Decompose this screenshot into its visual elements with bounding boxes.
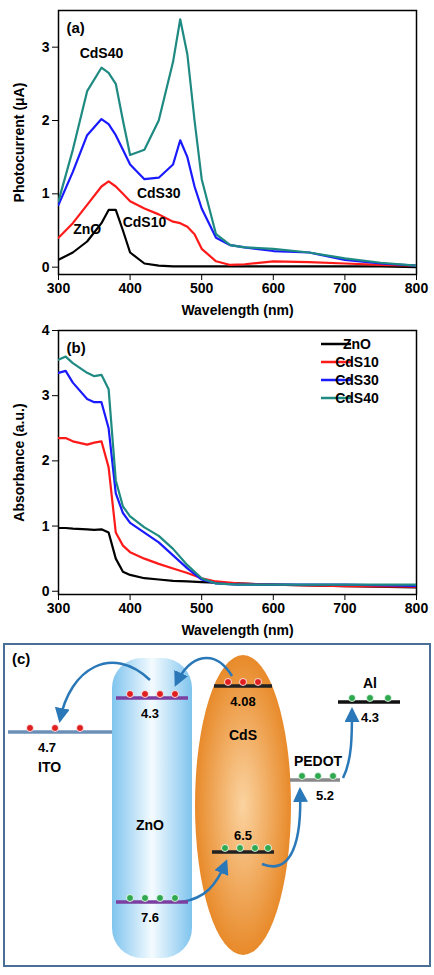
- svg-text:1: 1: [42, 185, 50, 201]
- svg-text:ZnO: ZnO: [343, 336, 371, 352]
- svg-text:800: 800: [405, 280, 429, 296]
- svg-text:4.08: 4.08: [230, 694, 255, 709]
- svg-text:4.3: 4.3: [141, 706, 159, 721]
- svg-text:CdS30: CdS30: [335, 372, 379, 388]
- svg-text:Photocurrent (μA): Photocurrent (μA): [11, 83, 27, 203]
- svg-text:Absorbance (a.u.): Absorbance (a.u.): [11, 403, 27, 521]
- svg-text:300: 300: [47, 280, 71, 296]
- svg-text:3: 3: [42, 39, 50, 55]
- svg-text:4.3: 4.3: [361, 710, 379, 725]
- svg-text:2: 2: [42, 112, 50, 128]
- svg-text:0: 0: [42, 583, 50, 599]
- svg-text:600: 600: [262, 600, 286, 616]
- svg-text:6.5: 6.5: [234, 828, 252, 843]
- svg-text:Al: Al: [363, 675, 377, 691]
- svg-text:500: 500: [190, 280, 214, 296]
- svg-text:700: 700: [333, 600, 357, 616]
- svg-text:CdS40: CdS40: [335, 390, 379, 406]
- svg-text:(c): (c): [12, 650, 30, 667]
- svg-text:500: 500: [190, 600, 214, 616]
- svg-text:CdS: CdS: [229, 727, 257, 743]
- svg-text:(a): (a): [67, 19, 85, 36]
- svg-text:CdS30: CdS30: [137, 185, 181, 201]
- svg-text:ZnO: ZnO: [73, 221, 101, 237]
- svg-text:7.6: 7.6: [141, 910, 159, 925]
- svg-text:5.2: 5.2: [316, 788, 334, 803]
- svg-text:CdS40: CdS40: [80, 45, 124, 61]
- svg-text:0: 0: [42, 259, 50, 275]
- svg-text:CdS10: CdS10: [335, 354, 379, 370]
- svg-text:3: 3: [42, 387, 50, 403]
- svg-text:400: 400: [118, 600, 142, 616]
- svg-text:ITO: ITO: [38, 759, 61, 775]
- svg-text:CdS10: CdS10: [123, 214, 167, 230]
- svg-text:800: 800: [405, 600, 429, 616]
- svg-text:2: 2: [42, 452, 50, 468]
- svg-text:PEDOT: PEDOT: [294, 753, 343, 769]
- svg-text:300: 300: [47, 600, 71, 616]
- svg-text:4.7: 4.7: [38, 740, 56, 755]
- svg-text:4: 4: [42, 322, 50, 338]
- svg-text:700: 700: [333, 280, 357, 296]
- svg-text:ZnO: ZnO: [136, 817, 164, 833]
- svg-text:600: 600: [262, 280, 286, 296]
- svg-text:Wavelength (nm): Wavelength (nm): [181, 302, 293, 318]
- svg-text:Wavelength (nm): Wavelength (nm): [181, 622, 293, 638]
- svg-text:(b): (b): [67, 339, 86, 356]
- svg-text:400: 400: [118, 280, 142, 296]
- svg-text:1: 1: [42, 518, 50, 534]
